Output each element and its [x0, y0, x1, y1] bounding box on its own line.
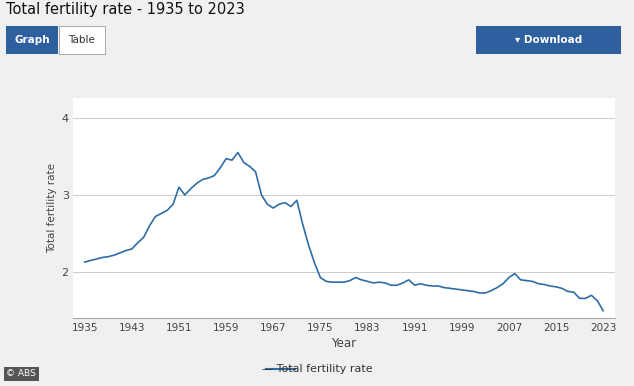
Text: Graph: Graph	[15, 35, 50, 45]
Text: © ABS: © ABS	[6, 369, 36, 378]
X-axis label: Year: Year	[332, 337, 356, 350]
Text: ▾ Download: ▾ Download	[515, 35, 582, 45]
Text: Table: Table	[68, 35, 95, 45]
Text: — Total fertility rate: — Total fertility rate	[262, 364, 372, 374]
Y-axis label: Total fertility rate: Total fertility rate	[48, 163, 58, 254]
Text: Total fertility rate - 1935 to 2023: Total fertility rate - 1935 to 2023	[6, 2, 245, 17]
